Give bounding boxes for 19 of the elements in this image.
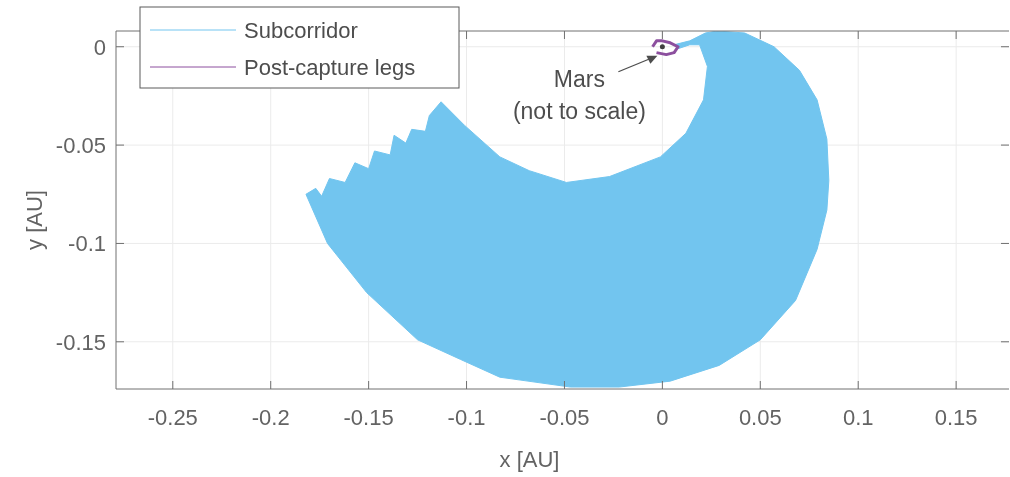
line-series — [651, 39, 680, 57]
x-tick-label: -0.1 — [447, 405, 486, 430]
y-tick-label: 0 — [93, 34, 106, 60]
y-tick-label: -0.15 — [55, 329, 106, 355]
y-axis-title: y [AU] — [22, 190, 47, 250]
x-tick-label: -0.05 — [539, 405, 590, 430]
legend-label: Subcorridor — [244, 18, 358, 43]
x-axis-title: x [AU] — [499, 447, 560, 472]
annotation: Mars (not to scale) — [512, 65, 646, 124]
y-tick-label: -0.1 — [68, 231, 106, 257]
y-tick-label: -0.05 — [55, 133, 106, 159]
legend-label: Post-capture legs — [244, 55, 416, 80]
x-tick-label: -0.2 — [251, 405, 290, 430]
x-tick-label: 0 — [656, 405, 669, 430]
x-tick-label: -0.15 — [343, 405, 394, 430]
x-tick-label: 0.15 — [934, 405, 978, 430]
x-tick-label: -0.25 — [147, 405, 198, 430]
x-tick-label: 0.05 — [738, 405, 782, 430]
x-tick-label: 0.1 — [842, 405, 874, 430]
